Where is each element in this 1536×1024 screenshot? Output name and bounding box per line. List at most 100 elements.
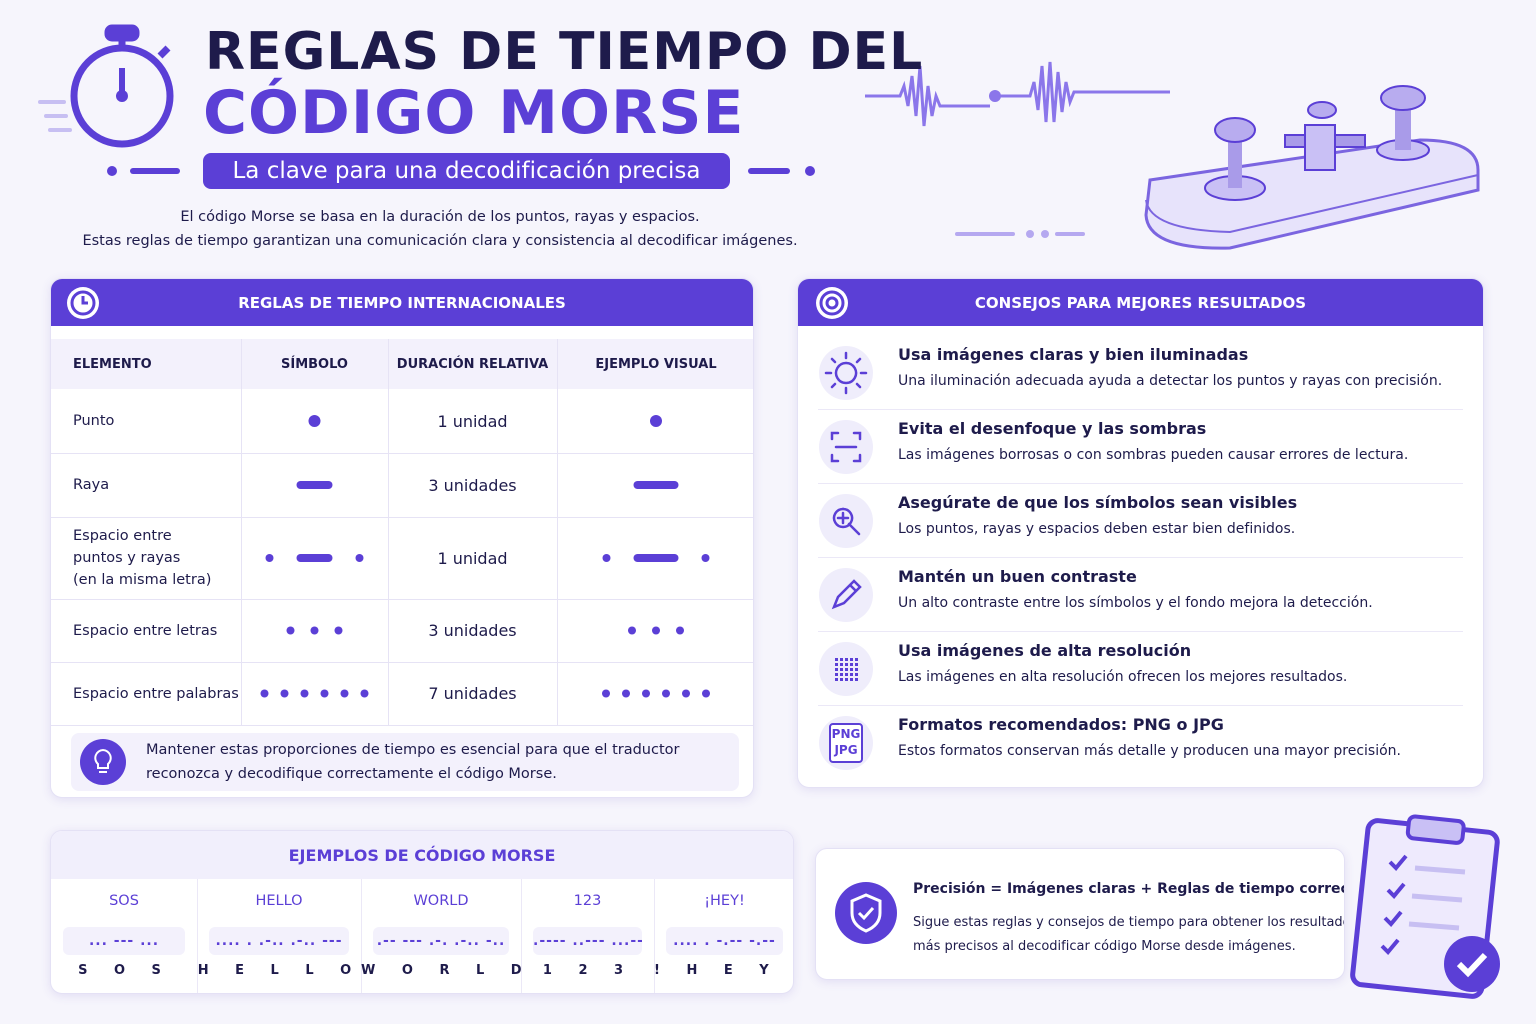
intro-line: El código Morse se basa en la duración d…: [180, 209, 700, 225]
pixel: [835, 658, 838, 661]
pixel: [840, 678, 843, 681]
tip-glyph: [831, 579, 862, 610]
row-rule: [51, 453, 753, 454]
dot: [355, 554, 364, 562]
example-code: .-- --- .-. .-.. -..: [373, 927, 509, 955]
dash: [296, 554, 333, 562]
file: [829, 723, 863, 763]
duration-cell: 7 unidades: [428, 684, 517, 703]
tip-glyph: [824, 351, 868, 395]
pixel: [840, 668, 843, 671]
dot: [602, 689, 610, 698]
clock-icon: [67, 287, 99, 319]
example-rule: [361, 879, 362, 993]
dot: [652, 626, 660, 635]
tip-text: Los puntos, rayas y espacios deben estar…: [898, 521, 1296, 537]
tip-icon-bg: [819, 494, 873, 548]
pixel: [855, 678, 858, 681]
example-letters: S O S: [78, 963, 170, 978]
example-word: ¡HEY!: [704, 893, 745, 909]
tip-icon: [819, 642, 873, 696]
element-line: (en la misma letra): [73, 572, 212, 588]
shield-icon: [835, 882, 897, 944]
dot: [280, 689, 289, 698]
summary-title: Precisión = Imágenes claras + Reglas de …: [913, 881, 1345, 897]
dot: [340, 689, 349, 698]
tip-icon: [819, 494, 873, 548]
tip-title: Usa imágenes claras y bien iluminadas: [898, 345, 1249, 364]
symbol: [308, 415, 321, 427]
dot: [310, 626, 319, 635]
format-label: JPG: [833, 743, 857, 757]
duration-cell: 3 unidades: [428, 621, 517, 640]
tip-title: Evita el desenfoque y las sombras: [898, 419, 1207, 438]
dot: [265, 554, 274, 562]
pixel: [840, 658, 843, 661]
summary-panel: Precisión = Imágenes claras + Reglas de …: [815, 848, 1345, 980]
tip-glyph: [832, 507, 861, 536]
pixel: [845, 668, 848, 671]
example-word: SOS: [109, 893, 139, 909]
dot: [662, 689, 670, 698]
dot: [702, 689, 710, 698]
dot: [676, 626, 684, 635]
dot: [334, 626, 343, 635]
title-line-2: CÓDIGO MORSE: [203, 78, 745, 148]
dash: [633, 481, 679, 489]
row-rule: [51, 599, 753, 600]
example-letters: ! H E Y !: [654, 963, 778, 978]
dash: [633, 554, 679, 562]
tip-icon: [819, 568, 873, 622]
summary-line: Sigue estas reglas y consejos de tiempo …: [913, 915, 1345, 930]
dot: [308, 415, 321, 427]
row-rule: [51, 662, 753, 663]
dot: [602, 554, 611, 562]
duration-cell: 1 unidad: [437, 548, 508, 568]
note-line: reconozca y decodifique correctamente el…: [146, 766, 557, 782]
dot: [320, 689, 329, 698]
dot: [622, 689, 630, 698]
tip-text: Un alto contraste entre los símbolos y e…: [898, 595, 1373, 611]
column-header: EJEMPLO VISUAL: [595, 356, 717, 372]
summary-text: Sigue estas reglas y consejos de tiempo …: [913, 911, 1345, 959]
pixel: [850, 663, 853, 666]
symbol: [633, 481, 679, 489]
example-rule: [197, 879, 198, 993]
dot: [628, 626, 636, 635]
tip-rule: [818, 483, 1463, 484]
dash: [296, 481, 333, 489]
bulb-bg: [80, 739, 126, 785]
symbol: [260, 689, 369, 698]
example-letters: 1 2 3: [542, 963, 633, 978]
tips-panel: CONSEJOS PARA MEJORES RESULTADOS Usa imá…: [797, 278, 1484, 788]
pixel: [835, 668, 838, 671]
dot: [300, 689, 309, 698]
pixel: [855, 663, 858, 666]
element-cell: Espacio entre palabras: [73, 662, 241, 725]
tip-text: Las imágenes en alta resolución ofrecen …: [898, 669, 1348, 685]
dot: [701, 554, 710, 562]
example-rule: [654, 879, 655, 993]
pixel: [835, 673, 838, 676]
pixel: [845, 663, 848, 666]
tips-title: CONSEJOS PARA MEJORES RESULTADOS: [798, 279, 1483, 326]
example-code: .... . .-.. .-.. ---: [209, 927, 349, 955]
element-line: Punto: [73, 413, 115, 429]
pixel: [855, 658, 858, 661]
example-letters: H E L L O: [197, 963, 361, 978]
tip-text: Una iluminación adecuada ayuda a detecta…: [898, 373, 1443, 389]
dot: [260, 689, 269, 698]
symbol: [286, 626, 343, 635]
tip-rule: [818, 557, 1463, 558]
tip-icon-bg: [819, 568, 873, 622]
symbol: [602, 554, 710, 562]
column-rule: [557, 339, 558, 725]
table-header-bg: [51, 339, 753, 389]
duration-cell: 1 unidad: [437, 411, 508, 431]
symbol: [296, 481, 333, 489]
element-line: Espacio entre letras: [73, 622, 218, 639]
symbol: [602, 689, 710, 698]
